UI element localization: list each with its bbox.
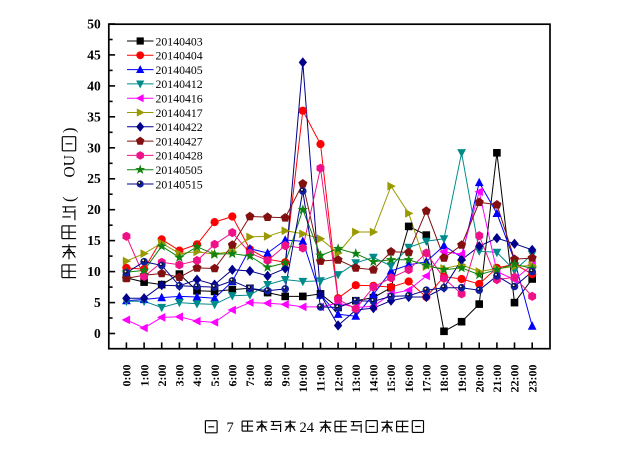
svg-text:11:00: 11:00 [314, 365, 328, 392]
svg-text:(: ( [60, 197, 79, 203]
svg-text:1:00: 1:00 [137, 365, 151, 387]
svg-text:50: 50 [87, 17, 101, 32]
svg-text:9:00: 9:00 [278, 365, 292, 387]
svg-text:6:00: 6:00 [226, 365, 240, 387]
svg-text:5:00: 5:00 [208, 365, 222, 387]
svg-text:20140403: 20140403 [156, 34, 203, 48]
svg-text:17:00: 17:00 [420, 365, 434, 393]
svg-text:20140428: 20140428 [156, 149, 203, 163]
svg-text:22:00: 22:00 [508, 365, 522, 393]
svg-text:20140427: 20140427 [156, 134, 203, 148]
svg-text:5: 5 [94, 295, 101, 310]
svg-text:20140505: 20140505 [156, 163, 203, 177]
svg-text:16:00: 16:00 [402, 365, 416, 393]
svg-text:20140422: 20140422 [156, 120, 203, 134]
svg-text:21:00: 21:00 [490, 365, 504, 393]
svg-text:15:00: 15:00 [384, 365, 398, 393]
svg-text:19:00: 19:00 [455, 365, 469, 393]
svg-text:7:00: 7:00 [243, 365, 257, 387]
svg-text:): ) [60, 128, 79, 134]
svg-text:20:00: 20:00 [472, 365, 486, 393]
svg-text:20140417: 20140417 [156, 106, 203, 120]
svg-text:20: 20 [87, 202, 101, 217]
svg-text:20140515: 20140515 [156, 177, 203, 191]
svg-text:40: 40 [87, 78, 101, 93]
svg-text:23:00: 23:00 [525, 365, 539, 393]
svg-text:20140405: 20140405 [156, 63, 203, 77]
svg-text:0:00: 0:00 [120, 365, 134, 387]
svg-text:14:00: 14:00 [367, 365, 381, 393]
svg-text:15: 15 [87, 233, 101, 248]
svg-text:35: 35 [87, 109, 101, 124]
svg-text:20140412: 20140412 [156, 77, 203, 91]
svg-text:2:00: 2:00 [155, 365, 169, 387]
svg-text:0: 0 [94, 326, 101, 341]
svg-text:18:00: 18:00 [437, 365, 451, 393]
svg-text:24: 24 [300, 420, 315, 436]
svg-text:20140416: 20140416 [156, 92, 203, 106]
svg-text:13:00: 13:00 [349, 365, 363, 393]
svg-text:4:00: 4:00 [190, 365, 204, 387]
svg-text:45: 45 [87, 47, 101, 62]
svg-text:OU: OU [62, 155, 79, 177]
svg-text:10: 10 [87, 264, 101, 279]
svg-text:30: 30 [87, 140, 101, 155]
svg-text:8:00: 8:00 [261, 365, 275, 387]
svg-text:20140404: 20140404 [156, 49, 203, 63]
svg-text:12:00: 12:00 [331, 365, 345, 393]
svg-text:10:00: 10:00 [296, 365, 310, 393]
svg-text:25: 25 [87, 171, 101, 186]
svg-text:7: 7 [227, 420, 234, 436]
svg-text:3:00: 3:00 [173, 365, 187, 387]
